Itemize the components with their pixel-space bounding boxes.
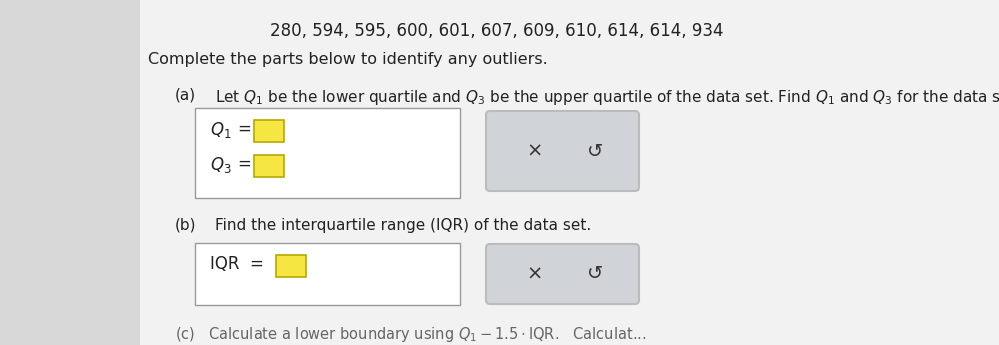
FancyBboxPatch shape — [195, 108, 460, 198]
FancyBboxPatch shape — [140, 0, 999, 345]
FancyBboxPatch shape — [254, 155, 284, 177]
Text: ↺: ↺ — [586, 265, 603, 284]
Text: (a): (a) — [175, 88, 196, 103]
FancyBboxPatch shape — [195, 243, 460, 305]
Text: =: = — [237, 120, 251, 138]
Text: (c)   Calculate a lower boundary using $Q_1 - 1.5 \cdot$IQR.   Calculat...: (c) Calculate a lower boundary using $Q_… — [175, 325, 646, 344]
FancyBboxPatch shape — [254, 120, 284, 142]
Text: $\mathit{Q}_1$: $\mathit{Q}_1$ — [210, 120, 232, 140]
Text: Find the interquartile range (IQR) of the data set.: Find the interquartile range (IQR) of th… — [215, 218, 591, 233]
Text: ×: × — [526, 265, 543, 284]
FancyBboxPatch shape — [276, 255, 306, 277]
Text: (b): (b) — [175, 218, 197, 233]
Text: ×: × — [526, 141, 543, 160]
Text: IQR  =: IQR = — [210, 255, 264, 273]
Text: $\mathit{Q}_3$: $\mathit{Q}_3$ — [210, 155, 232, 175]
Text: =: = — [237, 155, 251, 173]
FancyBboxPatch shape — [486, 111, 639, 191]
Text: Let $\mathit{Q}_1$ be the lower quartile and $\mathit{Q}_3$ be the upper quartil: Let $\mathit{Q}_1$ be the lower quartile… — [215, 88, 999, 107]
Text: ↺: ↺ — [586, 141, 603, 160]
FancyBboxPatch shape — [486, 244, 639, 304]
Text: 280, 594, 595, 600, 601, 607, 609, 610, 614, 614, 934: 280, 594, 595, 600, 601, 607, 609, 610, … — [270, 22, 723, 40]
Text: Complete the parts below to identify any outliers.: Complete the parts below to identify any… — [148, 52, 547, 67]
